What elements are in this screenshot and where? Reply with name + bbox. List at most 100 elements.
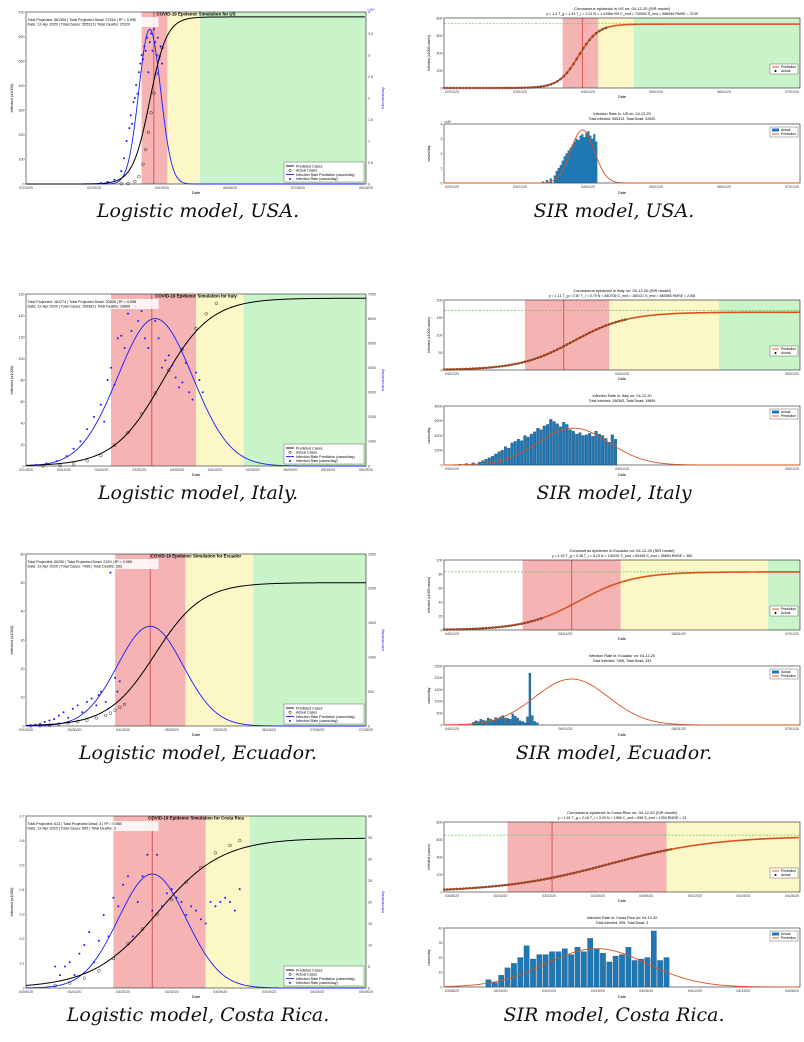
y2-tick-label: 0.5	[368, 161, 373, 165]
figure-caption: Logistic model, Ecuador.	[78, 742, 318, 764]
actual-point	[533, 357, 536, 361]
legend-label: Infection Rate (cases/day)	[296, 459, 338, 463]
rate-bar	[529, 433, 533, 466]
rate-y-tick-label: 6000	[435, 419, 443, 423]
actual-point	[500, 884, 504, 887]
actual-point	[513, 882, 517, 886]
rate-bar	[491, 456, 495, 466]
actual-rate-point	[170, 888, 173, 891]
y-axis-label: Infected (x1000)	[9, 83, 14, 113]
actual-rate-point	[156, 36, 159, 39]
actual-point	[523, 621, 527, 625]
x-tick-label: 09/16/20	[359, 186, 373, 190]
actual-rate-point	[214, 905, 217, 908]
rate-bar	[568, 429, 572, 466]
legend-box	[283, 161, 365, 183]
y2-tick-label: 3.5	[368, 32, 373, 36]
actual-rate-point	[107, 707, 110, 710]
rate-bar	[504, 717, 507, 726]
legend-label: Predicted Cases	[296, 706, 323, 710]
x-tick-label: 04/01/20	[615, 372, 629, 376]
y2-tick-label: 20	[368, 900, 372, 904]
actual-point	[494, 365, 498, 369]
y2-tick-label: 2	[368, 96, 370, 100]
actual-point	[442, 888, 446, 891]
rate-x-tick-label: 07/01/20	[785, 727, 799, 731]
x-axis-label: Date	[618, 899, 626, 903]
y2-tick-label: 10	[368, 943, 372, 947]
rate-bar	[484, 720, 487, 726]
legend-box	[283, 965, 365, 987]
actual-point	[539, 617, 543, 620]
actual-point	[630, 856, 633, 860]
rate-exponent: ×10⁴	[444, 120, 452, 124]
actual-case-point	[53, 983, 57, 988]
actual-case-point	[75, 720, 80, 724]
figure-panel: 03/06/20 03/10/20 03/20/20 03/30/20 04/09/20…	[8, 810, 388, 1000]
actual-point	[445, 888, 449, 891]
actual-rate-point	[133, 97, 136, 99]
rate-x-axis-label: Date	[618, 733, 626, 737]
actual-rate-point	[131, 122, 134, 125]
actual-rate-point	[159, 45, 162, 48]
actual-case-point	[68, 981, 72, 985]
rate-bar	[595, 141, 598, 184]
actual-case-point	[141, 162, 145, 166]
actual-case-point	[104, 713, 108, 717]
rate-bar	[549, 419, 553, 466]
rate-bar	[578, 432, 582, 466]
y2-tick-label: 4000	[368, 366, 376, 370]
actual-case-point	[144, 148, 148, 152]
actual-point	[484, 86, 488, 90]
actual-rate-point	[34, 723, 37, 726]
actual-rate-point	[201, 391, 204, 394]
chart-title: COVID-19 Epidemic Simulation for Ecuador	[151, 554, 242, 559]
actual-point	[620, 319, 624, 322]
actual-rate-point	[106, 180, 109, 183]
actual-point	[594, 328, 598, 331]
actual-point	[549, 83, 553, 86]
actual-rate-point	[118, 680, 121, 683]
phase-band	[111, 294, 196, 466]
actual-point	[585, 42, 588, 46]
y-tick-label: 0	[23, 724, 25, 728]
x-tick-label: 04/01/20	[445, 632, 459, 636]
actual-point	[526, 86, 530, 89]
actual-case-point	[133, 179, 137, 184]
actual-point	[475, 367, 478, 370]
rate-bar	[523, 722, 527, 726]
actual-point	[513, 362, 517, 366]
actual-point	[562, 344, 566, 348]
actual-point	[475, 627, 478, 630]
y-tick-label: 0	[441, 628, 443, 632]
legend-label: Actual Cases	[296, 451, 317, 455]
actual-rate-point	[137, 320, 140, 323]
actual-point	[488, 626, 491, 630]
rate-bar	[500, 450, 504, 466]
y-tick-label: 0	[23, 986, 25, 990]
actual-point	[591, 34, 595, 38]
y2-tick-label: 6000	[368, 317, 376, 321]
y-tick-label: 30	[21, 638, 25, 642]
actual-rate-point	[116, 337, 119, 340]
actual-point	[539, 355, 543, 358]
actual-point	[546, 352, 549, 356]
y-tick-label: 400	[437, 51, 443, 55]
plot-frame	[443, 559, 801, 631]
y-tick-label: 600	[437, 838, 443, 842]
actual-point	[510, 624, 514, 627]
rate-bar	[528, 672, 532, 726]
actual-point	[617, 860, 621, 863]
actual-point	[543, 84, 546, 88]
actual-rate-point	[154, 320, 157, 323]
y-tick-label: 150	[437, 316, 443, 320]
legend-swatch	[288, 450, 292, 454]
rate-bar	[531, 715, 534, 726]
actual-point	[611, 322, 614, 325]
actual-point	[491, 365, 494, 369]
actual-case-point	[160, 46, 164, 50]
actual-point	[481, 627, 485, 630]
actual-rate-point	[93, 961, 95, 964]
actual-point	[623, 318, 627, 321]
rate-bar	[612, 955, 619, 988]
